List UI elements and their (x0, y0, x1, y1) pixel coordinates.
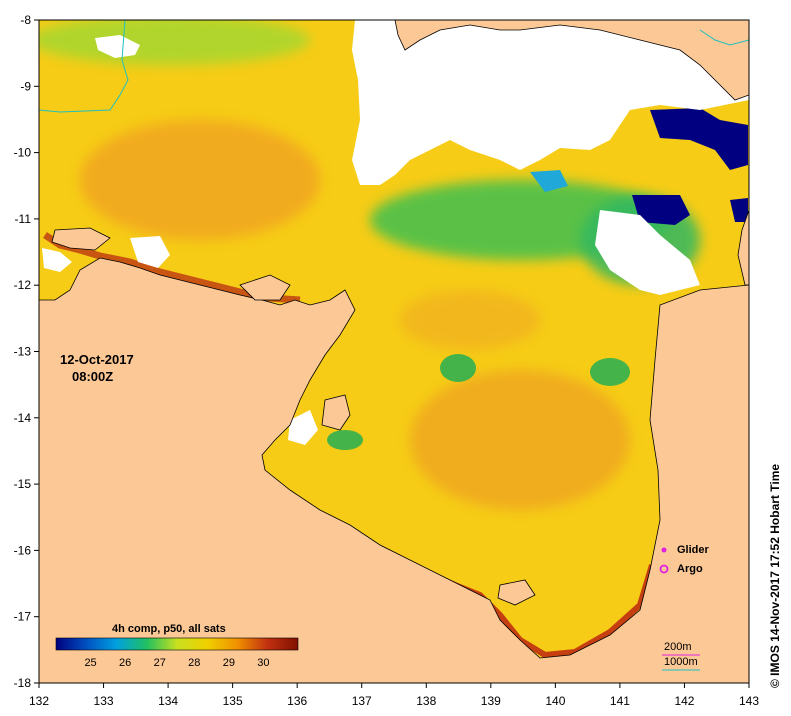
cool-patch-small2 (590, 358, 630, 386)
warm-patch-west (80, 120, 320, 240)
land-masses (39, 20, 749, 683)
x-tick-label: 141 (610, 694, 630, 708)
new-guinea (394, 20, 749, 101)
rivers (39, 20, 749, 113)
warm-patch-gulf2 (400, 290, 540, 350)
glider-marker (661, 547, 667, 553)
cold-patch-ne1 (650, 108, 748, 170)
cloud-west2 (42, 248, 72, 272)
y-tick-label: -11 (15, 212, 32, 226)
y-tick-label: -9 (20, 79, 31, 93)
cobourg (239, 274, 291, 301)
colorbar: 4h comp, p50, all sats 25 26 27 28 29 30 (55, 623, 299, 669)
plot-area (39, 20, 749, 683)
map-time: 08:00Z (72, 369, 113, 384)
warm-patch-gulf (410, 370, 630, 510)
colorbar-ticks: 25 26 27 28 29 30 (84, 657, 269, 669)
river-ne (699, 29, 749, 46)
x-tick-label: 140 (545, 694, 565, 708)
x-tick-label: 142 (674, 694, 694, 708)
colorbar-title: 4h comp, p50, all sats (112, 623, 226, 635)
y-tick-label: -17 (14, 610, 32, 624)
y-tick-label: -16 (14, 543, 32, 557)
colorbar-bar (55, 637, 299, 651)
cold-patch-cyan (530, 170, 568, 192)
x-tick-label: 137 (352, 694, 372, 708)
argo-label: Argo (677, 563, 703, 575)
cool-patch-small3 (327, 430, 363, 450)
y-tick-label: -15 (14, 477, 32, 491)
contour-1000m-label: 1000m (664, 656, 698, 668)
cape-york (737, 209, 749, 286)
x-tick-label: 139 (481, 694, 501, 708)
groote-eylandt (321, 394, 351, 431)
platform-legend: Glider Argo (659, 544, 710, 575)
cool-patch-small1 (440, 354, 476, 382)
cloud-north (352, 20, 749, 185)
contour-legend: 200m 1000m (662, 641, 700, 671)
x-tick-label: 135 (223, 694, 243, 708)
x-tick-label: 134 (158, 694, 178, 708)
cold-patch-ne3 (730, 198, 748, 222)
x-tick-label: 133 (94, 694, 114, 708)
colorbar-tick-label: 28 (188, 657, 200, 669)
x-tick-label: 143 (739, 694, 759, 708)
x-tick-label: 138 (416, 694, 436, 708)
y-tick-label: -12 (14, 278, 32, 292)
river-nw (39, 20, 129, 113)
colorbar-tick-label: 30 (257, 657, 269, 669)
colorbar-tick-label: 25 (84, 657, 96, 669)
northern-territory (39, 257, 749, 683)
x-axis: 132 133 134 135 136 137 138 139 140 141 142 143 (29, 683, 759, 708)
glider-label: Glider (677, 544, 710, 556)
cloud-west (130, 236, 170, 268)
map-date: 12-Oct-2017 (60, 352, 134, 367)
y-tick-label: -13 (14, 345, 32, 359)
argo-marker (659, 564, 669, 574)
imos-credit: © IMOS 14-Nov-2017 17:52 Hobart Time (768, 464, 782, 688)
cool-patch-nw (39, 20, 310, 65)
cloud-east (595, 210, 700, 295)
cloud-nw (95, 35, 140, 58)
colorbar-tick-label: 29 (223, 657, 235, 669)
y-tick-label: -18 (14, 676, 32, 690)
wellesley-island (497, 579, 536, 606)
colorbar-tick-label: 27 (154, 657, 166, 669)
melville-island (51, 227, 111, 251)
y-tick-label: -10 (14, 146, 32, 160)
y-tick-label: -8 (20, 13, 31, 27)
cloud-gulf-west (288, 410, 318, 445)
colorbar-tick-label: 26 (119, 657, 131, 669)
contour-200m-label: 200m (664, 641, 692, 653)
y-tick-label: -14 (14, 411, 32, 425)
x-tick-label: 136 (287, 694, 307, 708)
no-data-areas (42, 20, 749, 445)
y-axis: -8 -9 -10 -11 -12 -13 -14 -15 -16 -17 -18 (14, 13, 39, 690)
x-tick-label: 132 (29, 694, 49, 708)
cold-patch-ne2 (632, 195, 690, 225)
